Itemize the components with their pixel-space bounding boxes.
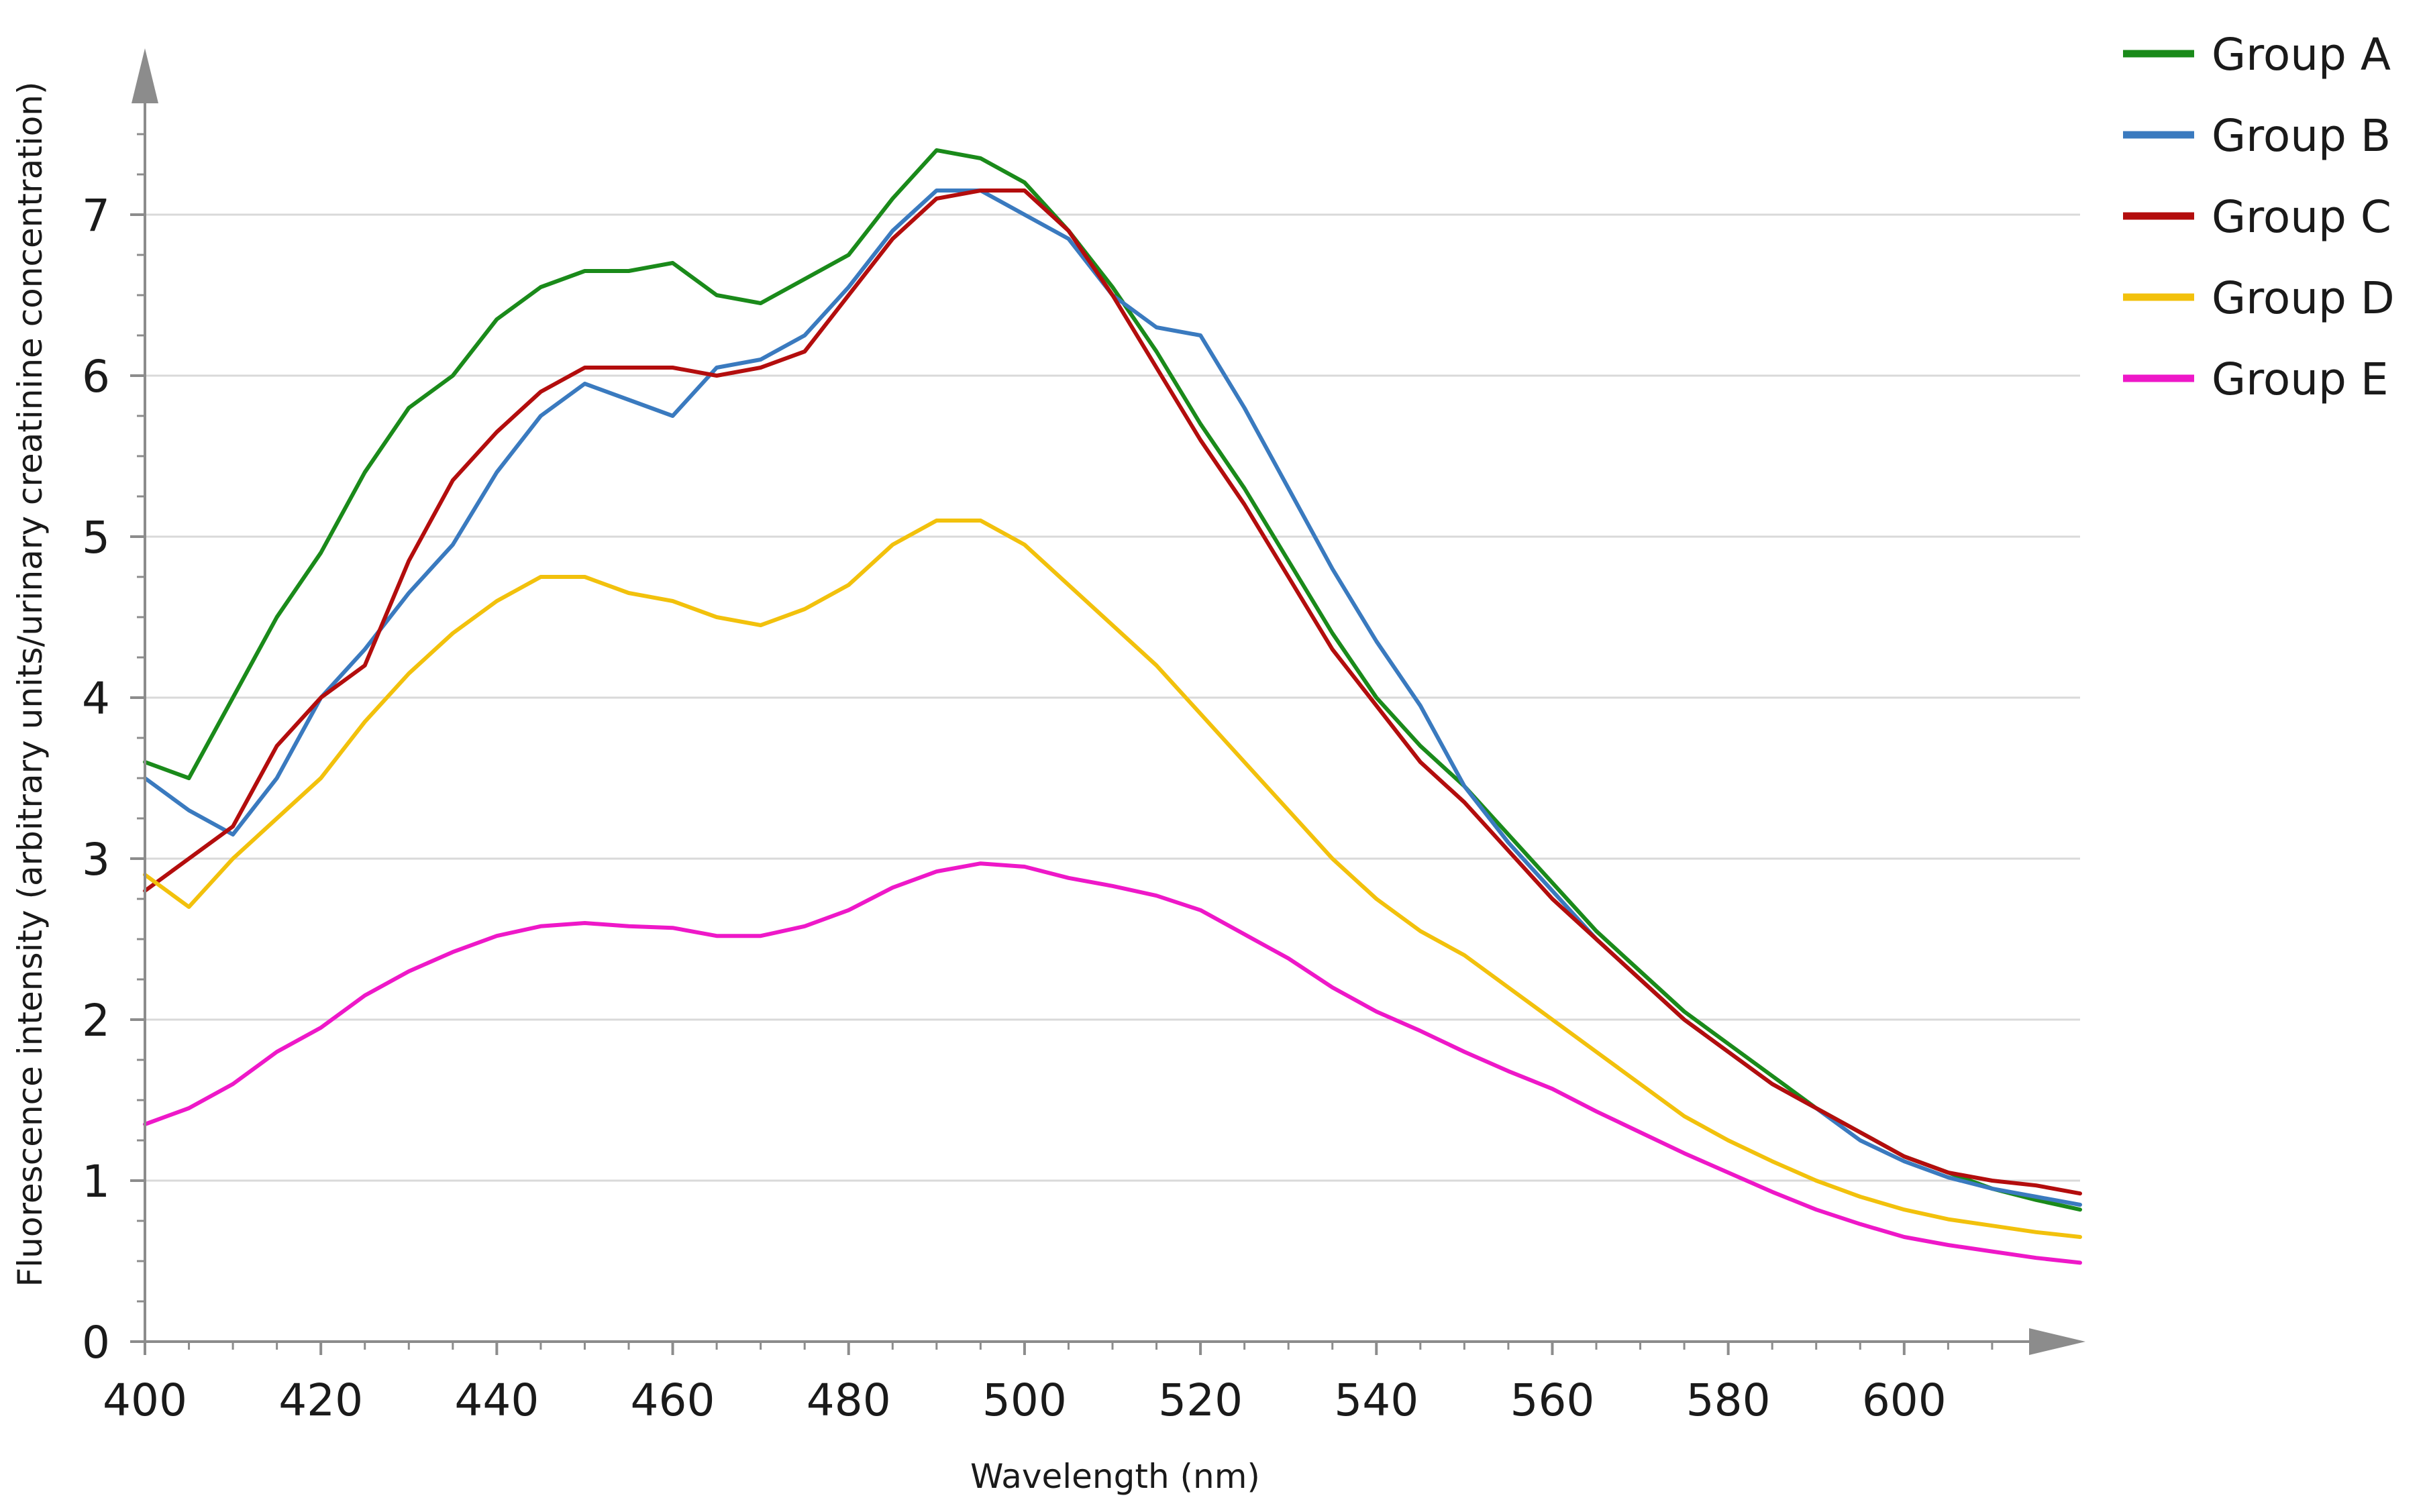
y-axis-title: Fluorescence intensity (arbitrary units/… xyxy=(11,82,50,1287)
legend-label: Group A xyxy=(2212,29,2391,80)
legend-item: Group B xyxy=(2123,110,2391,162)
x-tick-label: 520 xyxy=(1158,1374,1243,1426)
y-tick-label: 2 xyxy=(82,995,110,1046)
legend-item: Group A xyxy=(2123,29,2391,80)
x-tick-label: 600 xyxy=(1862,1374,1947,1426)
x-tick-label: 540 xyxy=(1334,1374,1418,1426)
x-tick-label: 400 xyxy=(103,1374,187,1426)
series-line xyxy=(143,519,2082,1239)
legend-item: Group D xyxy=(2123,272,2395,324)
axes xyxy=(132,48,2085,1355)
legend-item: Group C xyxy=(2123,191,2391,243)
series-line xyxy=(143,188,2082,1196)
legend-label: Group B xyxy=(2212,110,2391,162)
gridlines xyxy=(145,213,2080,1182)
series-lines xyxy=(143,148,2082,1265)
y-tick-label: 7 xyxy=(82,190,110,241)
x-tick-label: 440 xyxy=(454,1374,539,1426)
y-tick-labels: 0 1 2 3 4 5 6 7 xyxy=(82,133,145,1368)
legend: Group A Group B Group C Group D Group E xyxy=(2123,29,2395,405)
legend-label: Group D xyxy=(2212,272,2395,324)
y-tick-label: 4 xyxy=(82,673,110,724)
x-tick-label: 420 xyxy=(278,1374,363,1426)
x-axis-arrow xyxy=(2029,1328,2085,1355)
y-tick-label: 6 xyxy=(82,351,110,402)
x-tick-label: 580 xyxy=(1686,1374,1771,1426)
x-tick-label: 500 xyxy=(982,1374,1067,1426)
y-tick-label: 1 xyxy=(82,1156,110,1207)
y-tick-label: 3 xyxy=(82,834,110,885)
series-line xyxy=(143,148,2082,1212)
legend-label: Group E xyxy=(2212,354,2389,405)
series-line xyxy=(143,861,2082,1265)
x-tick-label: 480 xyxy=(807,1374,891,1426)
x-tick-label: 560 xyxy=(1510,1374,1594,1426)
y-axis-arrow xyxy=(132,48,158,103)
legend-label: Group C xyxy=(2212,191,2391,243)
y-tick-label: 0 xyxy=(82,1317,110,1368)
x-tick-labels: 400 420 440 460 480 500 520 540 560 580 600 xyxy=(103,1342,2037,1426)
y-tick-label: 5 xyxy=(82,512,110,563)
legend-item: Group E xyxy=(2123,354,2389,405)
x-tick-label: 460 xyxy=(631,1374,715,1426)
x-axis-title: Wavelength (nm) xyxy=(970,1457,1260,1496)
